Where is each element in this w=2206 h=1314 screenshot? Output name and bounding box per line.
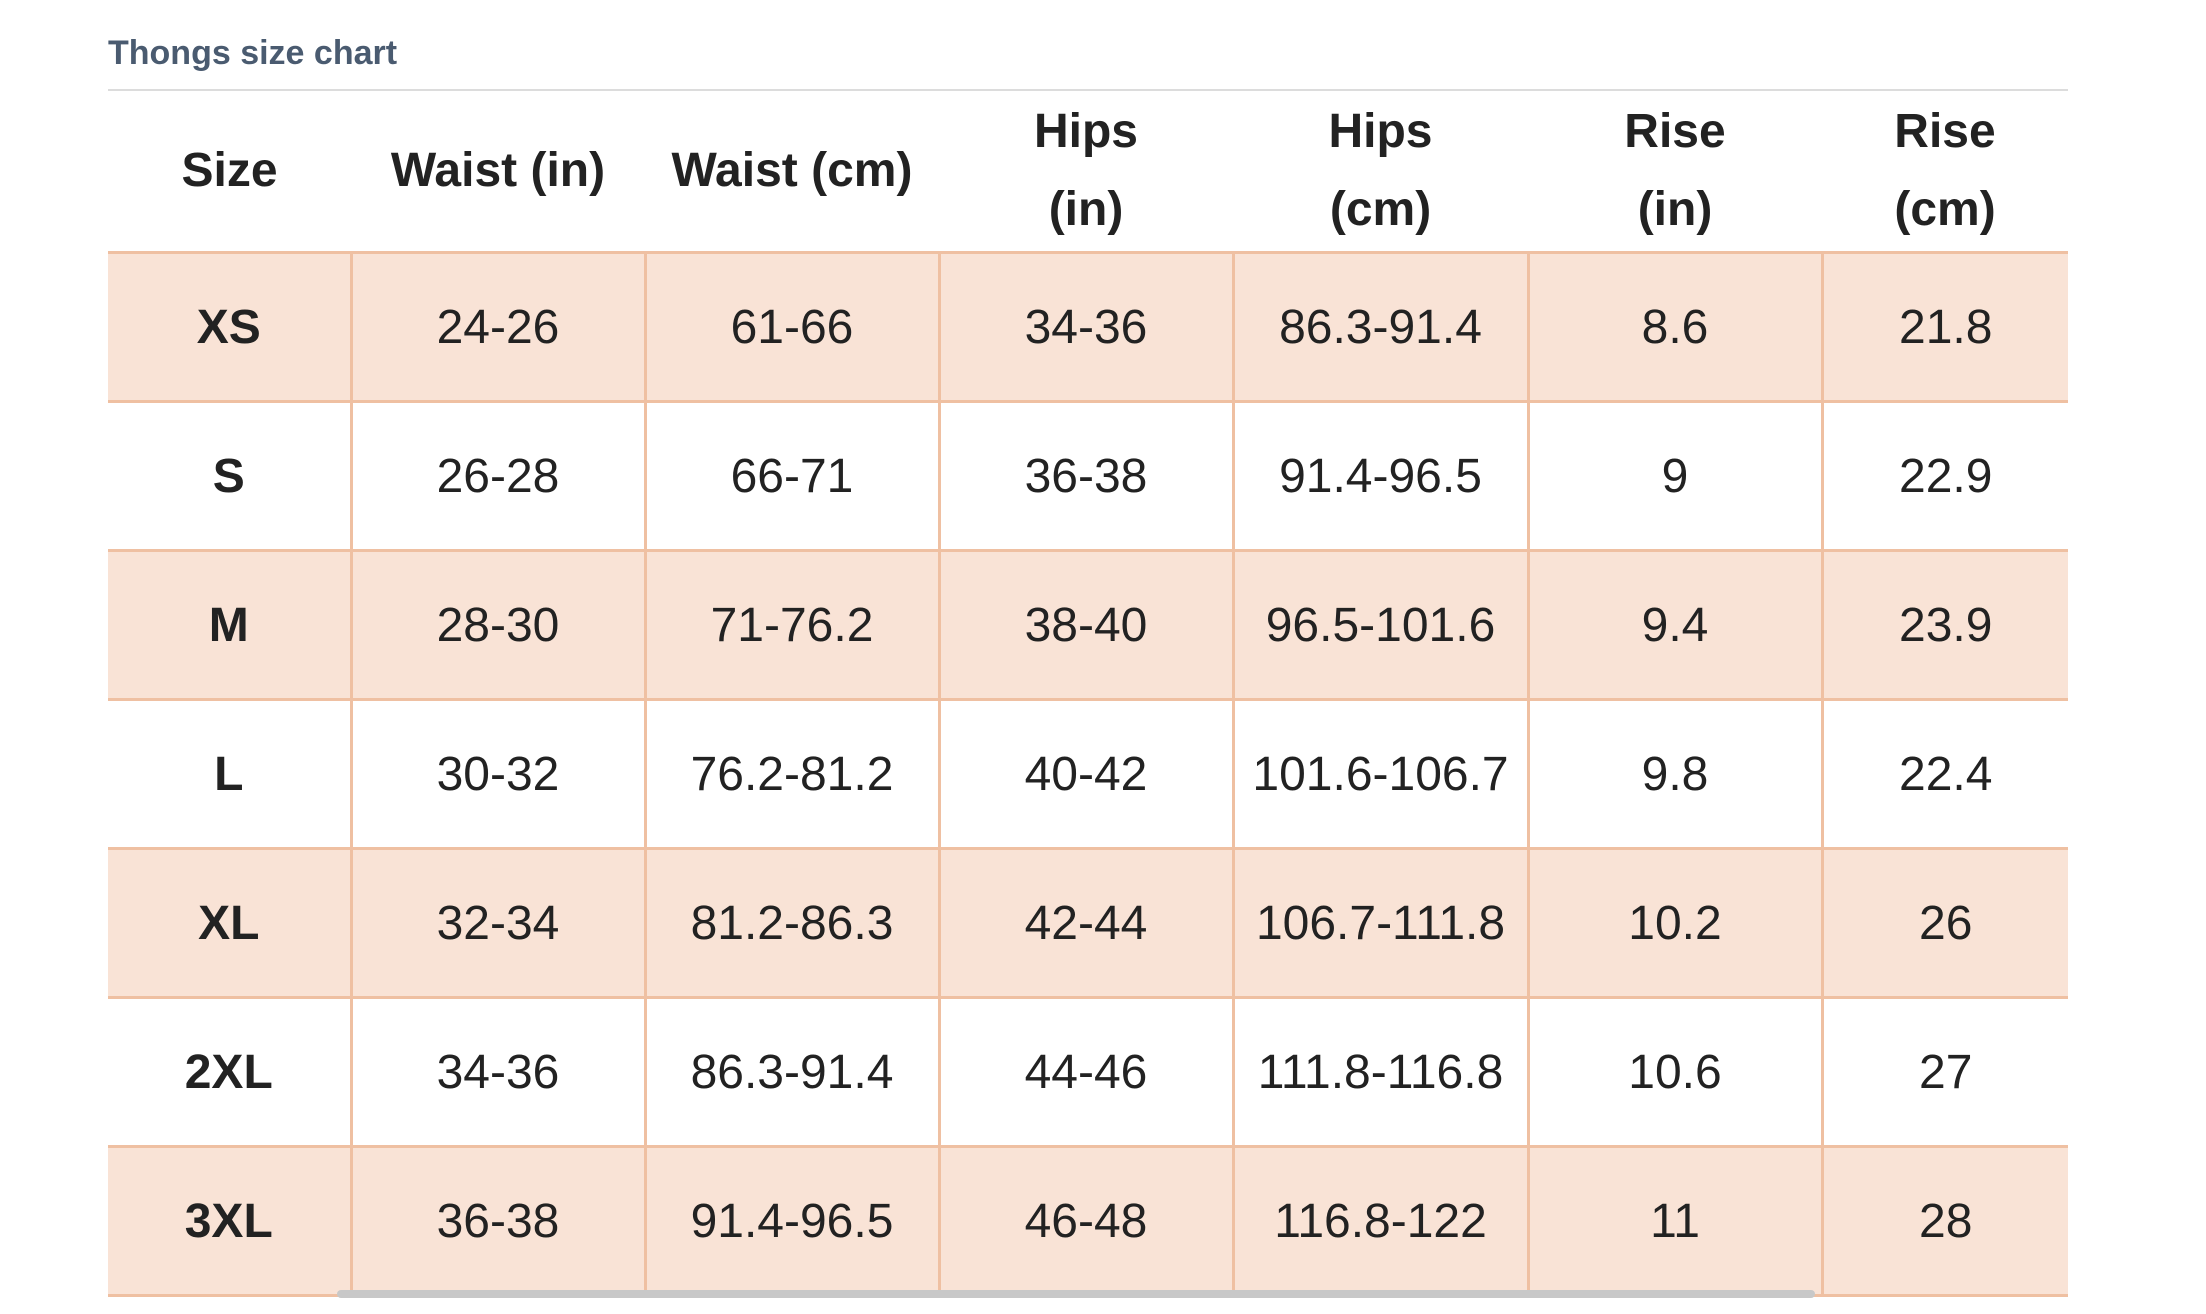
title: Thongs size chart	[108, 34, 398, 72]
value-cell: 26-28	[349, 400, 647, 552]
value-cell: 101.6-106.7	[1231, 698, 1530, 850]
header-line: Waist (cm)	[671, 144, 913, 197]
value-cell: 32-34	[349, 847, 647, 999]
table-row: 3XL 36-38 91.4-96.5 46-48 116.8-122 11 28	[108, 1145, 2068, 1297]
value-cell: 71-76.2	[643, 549, 941, 701]
header-line: Rise	[1894, 105, 1996, 158]
size-cell: XL	[108, 847, 353, 999]
header-line: Size	[181, 144, 278, 197]
header-cell: Waist (cm)	[645, 91, 939, 253]
value-cell: 21.8	[1820, 251, 2068, 403]
header-cell: Rise (cm)	[1822, 91, 2068, 253]
value-cell: 27	[1820, 996, 2068, 1148]
value-cell: 96.5-101.6	[1231, 549, 1530, 701]
value-cell: 81.2-86.3	[643, 847, 941, 999]
value-cell: 26	[1820, 847, 2068, 999]
header-line: (in)	[1048, 183, 1124, 236]
value-cell: 22.9	[1820, 400, 2068, 552]
header-line: Hips	[1033, 105, 1138, 158]
header-line: Waist (in)	[390, 144, 606, 197]
header-line: (cm)	[1329, 183, 1432, 236]
value-cell: 10.2	[1526, 847, 1824, 999]
value-cell: 38-40	[937, 549, 1235, 701]
value-cell: 28-30	[349, 549, 647, 701]
value-cell: 8.6	[1526, 251, 1824, 403]
header-row: Size Waist (in) Waist (cm) Hips (in) Hips (cm)…	[108, 91, 2068, 253]
value-cell: 34-36	[937, 251, 1235, 403]
header-line: (in)	[1637, 183, 1713, 236]
scrollbar[interactable]	[337, 1290, 1815, 1298]
header-line: Hips	[1328, 105, 1433, 158]
value-cell: 30-32	[349, 698, 647, 850]
table-row: M 28-30 71-76.2 38-40 96.5-101.6 9.4 23.9	[108, 549, 2068, 701]
header-cell: Rise (in)	[1528, 91, 1822, 253]
table-row: XS 24-26 61-66 34-36 86.3-91.4 8.6 21.8	[108, 251, 2068, 403]
value-cell: 23.9	[1820, 549, 2068, 701]
value-cell: 76.2-81.2	[643, 698, 941, 850]
size-cell: XS	[108, 251, 353, 403]
value-cell: 86.3-91.4	[643, 996, 941, 1148]
header-cell: Size	[108, 91, 351, 253]
value-cell: 9.8	[1526, 698, 1824, 850]
value-cell: 111.8-116.8	[1231, 996, 1530, 1148]
value-cell: 61-66	[643, 251, 941, 403]
value-cell: 106.7-111.8	[1231, 847, 1530, 999]
value-cell: 116.8-122	[1231, 1145, 1530, 1297]
value-cell: 42-44	[937, 847, 1235, 999]
value-cell: 46-48	[937, 1145, 1235, 1297]
value-cell: 10.6	[1526, 996, 1824, 1148]
table-row: 2XL 34-36 86.3-91.4 44-46 111.8-116.8 10.6 27	[108, 996, 2068, 1148]
table-row: L 30-32 76.2-81.2 40-42 101.6-106.7 9.8 22.4	[108, 698, 2068, 850]
header-cell: Hips (in)	[939, 91, 1233, 253]
value-cell: 22.4	[1820, 698, 2068, 850]
value-cell: 28	[1820, 1145, 2068, 1297]
value-cell: 24-26	[349, 251, 647, 403]
size-cell: S	[108, 400, 353, 552]
size-cell: M	[108, 549, 353, 701]
size-table: Size Waist (in) Waist (cm) Hips (in) Hips (cm)…	[108, 91, 2068, 1297]
value-cell: 40-42	[937, 698, 1235, 850]
table-row: S 26-28 66-71 36-38 91.4-96.5 9 22.9	[108, 400, 2068, 552]
size-cell: 3XL	[108, 1145, 353, 1297]
header-cell: Waist (in)	[351, 91, 645, 253]
divider	[108, 89, 2068, 91]
header-line: Rise	[1624, 105, 1726, 158]
table-row: XL 32-34 81.2-86.3 42-44 106.7-111.8 10.2 26	[108, 847, 2068, 999]
value-cell: 36-38	[937, 400, 1235, 552]
value-cell: 9.4	[1526, 549, 1824, 701]
value-cell: 11	[1526, 1145, 1824, 1297]
value-cell: 44-46	[937, 996, 1235, 1148]
header-line: (cm)	[1894, 183, 1996, 236]
value-cell: 91.4-96.5	[643, 1145, 941, 1297]
header-cell: Hips (cm)	[1233, 91, 1528, 253]
value-cell: 66-71	[643, 400, 941, 552]
value-cell: 36-38	[349, 1145, 647, 1297]
value-cell: 86.3-91.4	[1231, 251, 1530, 403]
value-cell: 34-36	[349, 996, 647, 1148]
size-cell: 2XL	[108, 996, 353, 1148]
value-cell: 91.4-96.5	[1231, 400, 1530, 552]
size-cell: L	[108, 698, 353, 850]
value-cell: 9	[1526, 400, 1824, 552]
